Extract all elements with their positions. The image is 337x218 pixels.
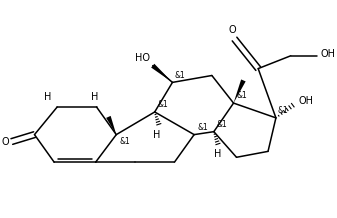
Text: &1: &1 (237, 91, 247, 100)
Text: H: H (153, 130, 160, 140)
Text: &1: &1 (175, 72, 185, 80)
Text: O: O (1, 136, 9, 146)
Text: &1: &1 (278, 106, 288, 115)
Polygon shape (106, 116, 116, 135)
Text: OH: OH (299, 96, 314, 106)
Text: H: H (214, 149, 221, 159)
Text: &1: &1 (197, 123, 208, 132)
Text: H: H (91, 92, 98, 102)
Text: &1: &1 (119, 137, 130, 146)
Text: OH: OH (320, 49, 335, 59)
Polygon shape (151, 64, 173, 82)
Text: &1: &1 (217, 120, 227, 129)
Text: &1: &1 (158, 100, 168, 109)
Text: HO: HO (135, 53, 150, 63)
Polygon shape (234, 79, 246, 103)
Text: H: H (43, 92, 51, 102)
Text: O: O (229, 25, 236, 35)
